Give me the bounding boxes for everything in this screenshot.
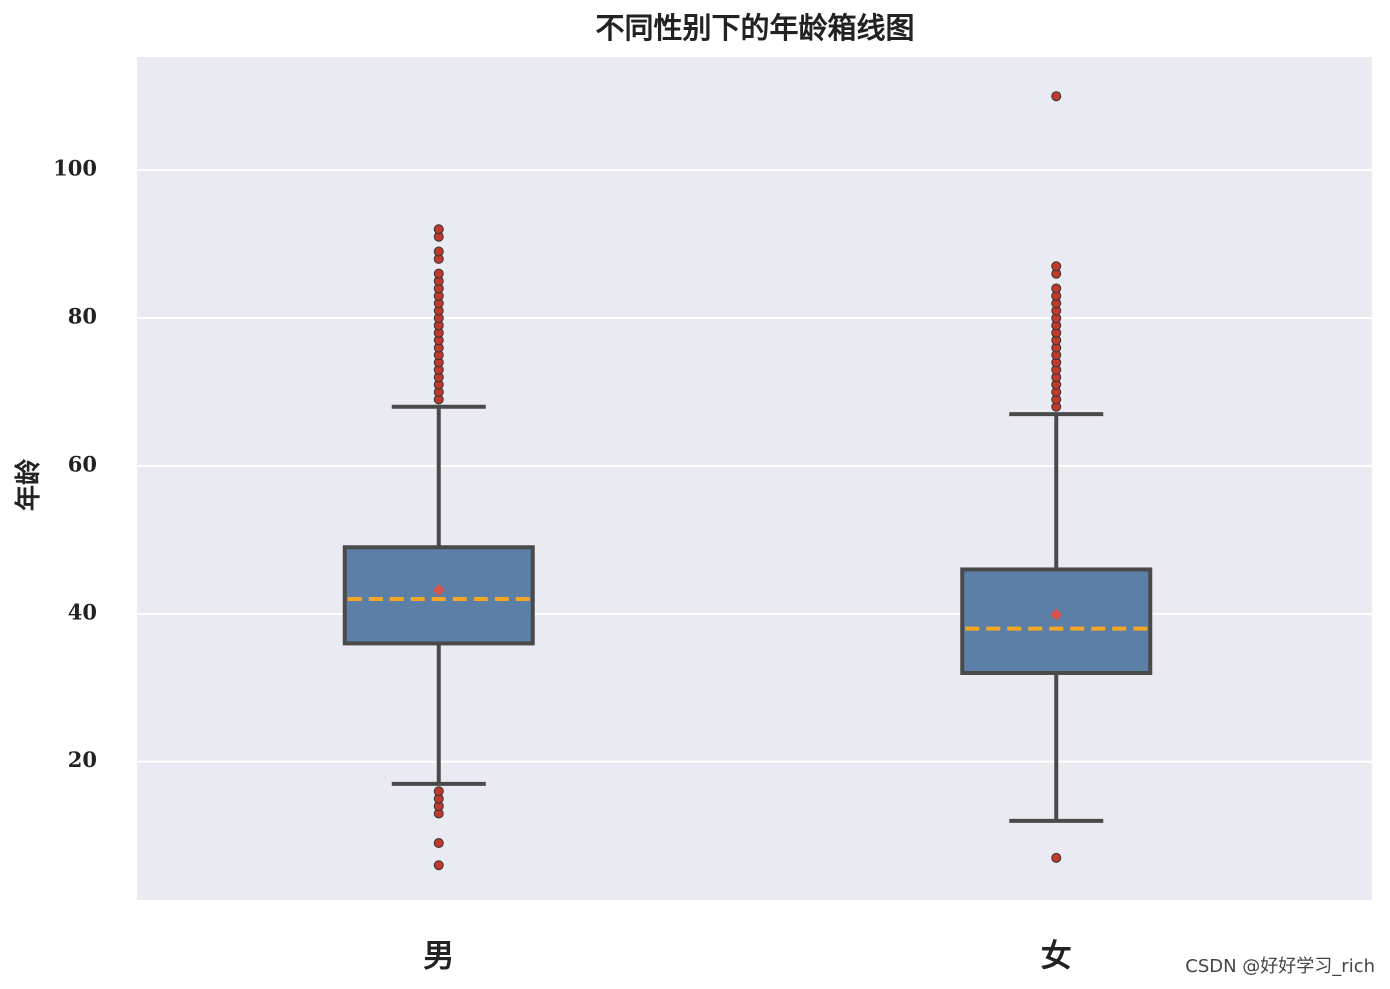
box [342,545,535,646]
watermark: CSDN @好好学习_rich [1185,956,1375,977]
outlier [433,224,444,235]
outlier [433,268,444,279]
y-tick-label: 100 [53,156,97,181]
outlier [433,838,444,849]
outlier [433,246,444,257]
mean-marker [1050,608,1063,621]
y-axis-label: 年龄 [13,458,44,511]
outlier [1051,852,1062,863]
y-tick-label: 40 [68,599,97,624]
x-tick-label: 女 [1041,939,1072,975]
box [960,567,1153,675]
outlier [1051,91,1062,102]
x-tick-label: 男 [423,939,454,975]
plot-area [137,57,1372,900]
y-tick-label: 80 [68,304,97,329]
outlier [1051,283,1062,294]
mean-marker [432,584,445,597]
y-tick-label: 20 [68,747,97,772]
outlier [433,860,444,871]
y-tick-label: 60 [68,451,97,476]
chart-title: 不同性别下的年龄箱线图 [595,11,914,45]
outlier [433,786,444,797]
outlier [1051,261,1062,272]
